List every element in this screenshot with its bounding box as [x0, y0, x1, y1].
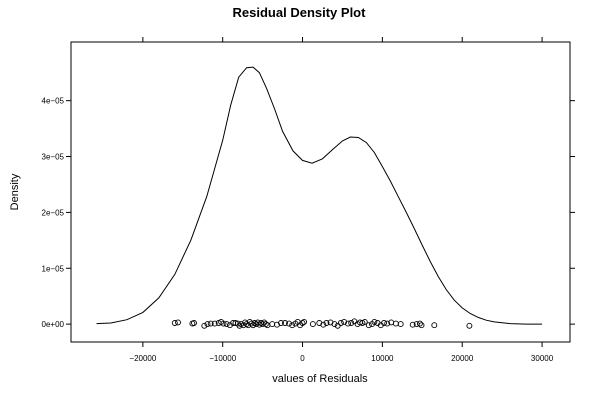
- rug-point: [286, 320, 292, 327]
- rug-point: [201, 322, 208, 329]
- chart-title: Residual Density Plot: [233, 5, 367, 20]
- rug-point: [232, 320, 239, 326]
- rug-point: [211, 320, 218, 327]
- y-tick-label-1: 1e−05: [42, 264, 65, 273]
- plot-frame: [70, 41, 571, 343]
- y-tick-label-0: 0e+00: [42, 320, 65, 329]
- x-tick-label-1: −10000: [209, 354, 236, 363]
- rug-point: [397, 321, 404, 328]
- x-tick-label-4: 20000: [451, 354, 474, 363]
- rug-point: [381, 320, 387, 326]
- rug-point: [289, 322, 296, 329]
- rug-point: [175, 319, 181, 326]
- x-tick-label-3: 10000: [371, 354, 394, 363]
- rug-point: [309, 321, 316, 328]
- rug-point: [320, 321, 327, 328]
- rug-point: [301, 318, 308, 325]
- y-tick-label-4: 4e−05: [42, 97, 65, 106]
- rug-point: [204, 321, 211, 328]
- rug-point: [466, 322, 473, 329]
- y-tick-label-3: 3e−05: [42, 153, 65, 162]
- density-line: [96, 66, 543, 325]
- rug-point: [409, 321, 416, 328]
- rug-point: [278, 320, 284, 326]
- rug-point: [331, 321, 338, 328]
- x-axis: −20000 −10000 0 10000 20000 30000: [129, 37, 554, 363]
- y-tick-label-2: 2e−05: [42, 208, 65, 217]
- y-axis: 0e+00 1e−05 2e−05 3e−05 4e−05: [42, 97, 575, 329]
- rug-point: [262, 321, 269, 328]
- rug-point: [416, 320, 423, 327]
- rug-point: [264, 322, 271, 329]
- rug-point: [392, 320, 399, 327]
- rug-point: [220, 320, 227, 327]
- rug-point: [418, 322, 425, 329]
- rug-point: [348, 320, 355, 326]
- x-tick-label-2: 0: [300, 354, 305, 363]
- rug-point: [431, 322, 438, 329]
- x-axis-label: values of Residuals: [272, 373, 368, 385]
- rug-point: [337, 320, 344, 326]
- rug-point: [365, 322, 372, 329]
- rug-point: [323, 320, 330, 326]
- rug-point: [236, 322, 243, 329]
- rug-point: [171, 320, 178, 326]
- rug-point: [299, 320, 306, 326]
- x-tick-label-5: 30000: [531, 354, 554, 363]
- x-tick-label-0: −20000: [129, 354, 156, 363]
- rug-point: [361, 318, 368, 325]
- rug-point: [223, 321, 230, 328]
- y-axis-label: Density: [9, 173, 21, 210]
- rug-point: [282, 320, 288, 326]
- rug-point: [371, 318, 378, 325]
- rug-points: [171, 318, 473, 329]
- rug-point: [269, 321, 276, 328]
- rug-point: [207, 320, 214, 327]
- rug-point: [256, 321, 263, 328]
- rug-point: [345, 320, 351, 327]
- rug-point: [191, 320, 197, 326]
- rug-point: [384, 320, 391, 327]
